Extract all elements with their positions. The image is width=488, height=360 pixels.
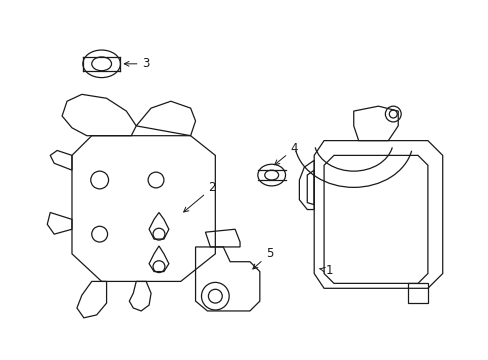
Text: 1: 1: [319, 264, 332, 277]
Text: 5: 5: [252, 247, 273, 269]
Text: 3: 3: [124, 57, 149, 70]
Text: 2: 2: [183, 181, 216, 212]
Text: 4: 4: [274, 142, 298, 165]
